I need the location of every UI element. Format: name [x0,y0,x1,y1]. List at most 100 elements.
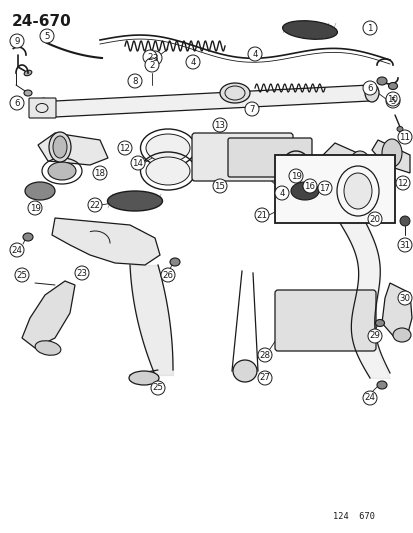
Ellipse shape [24,70,32,76]
Circle shape [244,102,259,116]
Circle shape [288,169,302,183]
Text: 24-670: 24-670 [12,14,71,29]
Text: 17: 17 [319,183,330,192]
Text: 19: 19 [290,172,301,181]
Ellipse shape [23,233,33,241]
Text: 21: 21 [256,211,267,220]
Text: 6: 6 [14,99,20,108]
Text: 15: 15 [214,182,225,190]
FancyBboxPatch shape [29,98,56,118]
Text: 1: 1 [366,23,372,33]
Circle shape [317,181,331,195]
Text: 18: 18 [94,168,105,177]
FancyBboxPatch shape [274,290,375,351]
Ellipse shape [24,90,32,96]
Text: 20: 20 [369,214,380,223]
Circle shape [10,96,24,110]
Circle shape [399,216,409,226]
Polygon shape [381,283,411,338]
Text: 23: 23 [76,269,87,278]
Text: 14: 14 [132,158,143,167]
Circle shape [257,348,271,362]
Polygon shape [371,140,409,173]
FancyBboxPatch shape [274,155,394,223]
Text: 6: 6 [366,84,372,93]
Text: 4: 4 [252,50,257,59]
Ellipse shape [48,162,76,180]
Ellipse shape [375,319,384,327]
Text: 4: 4 [279,189,284,198]
Polygon shape [319,143,389,188]
Ellipse shape [25,182,55,200]
Text: 24: 24 [363,393,375,402]
Text: 16: 16 [304,182,315,190]
FancyBboxPatch shape [192,133,292,181]
Text: 25: 25 [17,271,27,279]
Circle shape [397,130,411,144]
Ellipse shape [376,381,386,389]
Text: 27: 27 [259,374,270,383]
Text: 5: 5 [389,96,395,106]
Circle shape [362,391,376,405]
Text: 4: 4 [190,58,195,67]
Text: 8: 8 [132,77,138,85]
Polygon shape [38,133,108,165]
Circle shape [367,212,381,226]
Ellipse shape [53,136,67,158]
Polygon shape [22,281,75,348]
Text: 2: 2 [149,61,154,69]
Ellipse shape [233,360,256,382]
Circle shape [142,50,157,64]
Ellipse shape [343,173,371,209]
Polygon shape [43,98,55,117]
Text: 28: 28 [259,351,270,359]
Text: 9: 9 [14,36,20,45]
Text: 30: 30 [399,294,410,303]
Circle shape [151,381,165,395]
Text: 3: 3 [152,53,157,62]
Circle shape [397,291,411,305]
Text: 10: 10 [387,94,398,103]
Circle shape [247,47,261,61]
Ellipse shape [396,126,402,132]
Circle shape [185,55,199,69]
Text: 2: 2 [147,52,152,61]
Circle shape [40,29,54,43]
Text: 12: 12 [119,143,130,152]
Circle shape [362,21,376,35]
Circle shape [147,51,161,65]
Ellipse shape [170,258,180,266]
Text: 22: 22 [89,200,100,209]
Circle shape [397,238,411,252]
Ellipse shape [35,341,61,356]
Text: 31: 31 [399,240,410,249]
Circle shape [15,268,29,282]
Ellipse shape [107,191,162,211]
Ellipse shape [285,157,305,185]
Ellipse shape [348,151,370,181]
Circle shape [257,371,271,385]
FancyBboxPatch shape [228,138,311,177]
Ellipse shape [376,77,386,85]
Polygon shape [55,85,369,117]
Ellipse shape [49,132,71,162]
Circle shape [145,58,159,72]
Text: 12: 12 [396,179,408,188]
Text: 11: 11 [399,133,410,141]
Text: 124  670: 124 670 [332,512,374,521]
Ellipse shape [392,328,410,342]
Circle shape [395,176,409,190]
Polygon shape [52,218,159,265]
Circle shape [367,329,381,343]
Circle shape [131,156,145,170]
Circle shape [274,186,288,200]
Ellipse shape [282,21,337,39]
Ellipse shape [364,84,378,102]
Text: 24: 24 [12,246,22,254]
Text: 25: 25 [152,384,163,392]
Circle shape [88,198,102,212]
Text: 19: 19 [29,204,40,213]
Circle shape [10,243,24,257]
Ellipse shape [129,371,159,385]
Circle shape [10,34,24,48]
